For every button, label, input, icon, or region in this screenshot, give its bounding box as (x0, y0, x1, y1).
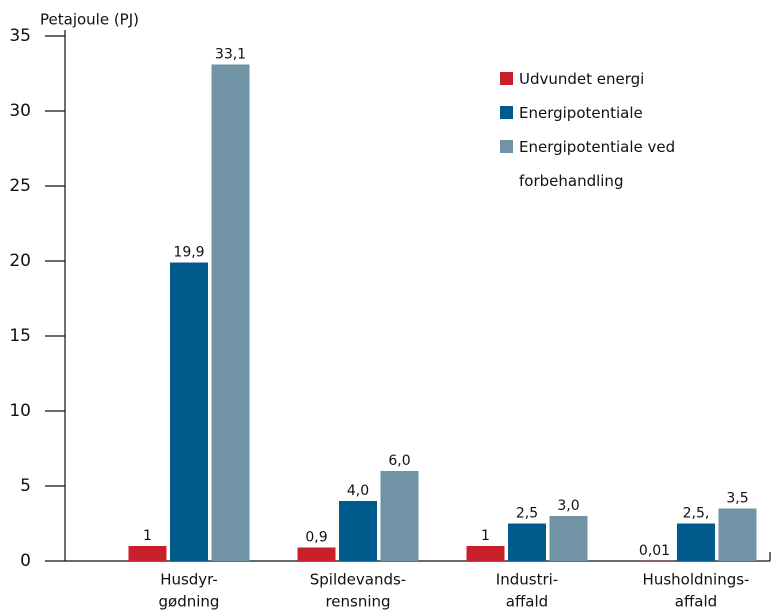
legend-swatch (500, 140, 513, 153)
bar (211, 64, 250, 561)
x-tick-label: Husdyr- (160, 571, 218, 589)
value-label: 4,0 (347, 483, 369, 499)
value-label: 2,5, (683, 506, 710, 522)
x-tick-label: Husholdnings- (643, 571, 750, 589)
y-tick-label: 20 (9, 251, 31, 271)
bar (128, 546, 167, 561)
x-tick-label: rensning (325, 593, 390, 611)
x-tick-label: affald (506, 593, 548, 611)
value-label: 1 (481, 528, 490, 544)
value-label: 3,5 (726, 491, 748, 507)
y-tick-label: 15 (9, 326, 31, 346)
bar (508, 523, 546, 561)
bar (718, 508, 757, 561)
bar (297, 547, 336, 561)
x-tick-label: Spildevands- (310, 571, 406, 589)
legend-item: Energipotentiale ved forbehandling (500, 130, 725, 198)
bar (380, 471, 419, 561)
bar (339, 501, 377, 561)
y-tick-label: 30 (9, 101, 31, 121)
y-tick-label: 5 (20, 476, 31, 496)
value-label: 1 (143, 528, 152, 544)
x-tick-label: Industri- (496, 571, 558, 589)
legend-label: Energipotentiale (519, 104, 643, 122)
legend-swatch (500, 72, 513, 85)
value-label: 2,5 (516, 506, 538, 522)
y-tick-label: 35 (9, 26, 31, 46)
legend-label: Udvundet energi (519, 70, 645, 88)
value-label: 33,1 (215, 47, 246, 63)
bar (549, 516, 588, 561)
y-tick-label: 25 (9, 176, 31, 196)
legend-item: Udvundet energi (500, 62, 725, 96)
legend-label: Energipotentiale ved forbehandling (519, 138, 676, 190)
x-tick-label: gødning (159, 593, 220, 611)
legend: Udvundet energi Energipotentiale Energipot… (500, 62, 725, 198)
value-label: 3,0 (557, 498, 579, 514)
y-axis-label: Petajoule (PJ) (40, 11, 139, 29)
x-tick-label: affald (675, 593, 717, 611)
bar (466, 546, 505, 561)
bar (170, 262, 208, 561)
value-label: 19,9 (173, 245, 204, 261)
bar (677, 523, 715, 561)
value-label: 0,01 (639, 543, 670, 559)
y-tick-label: 0 (20, 551, 31, 571)
value-label: 6,0 (388, 453, 410, 469)
y-tick-label: 10 (9, 401, 31, 421)
legend-item: Energipotentiale (500, 96, 725, 130)
legend-swatch (500, 106, 513, 119)
value-label: 0,9 (305, 530, 327, 546)
